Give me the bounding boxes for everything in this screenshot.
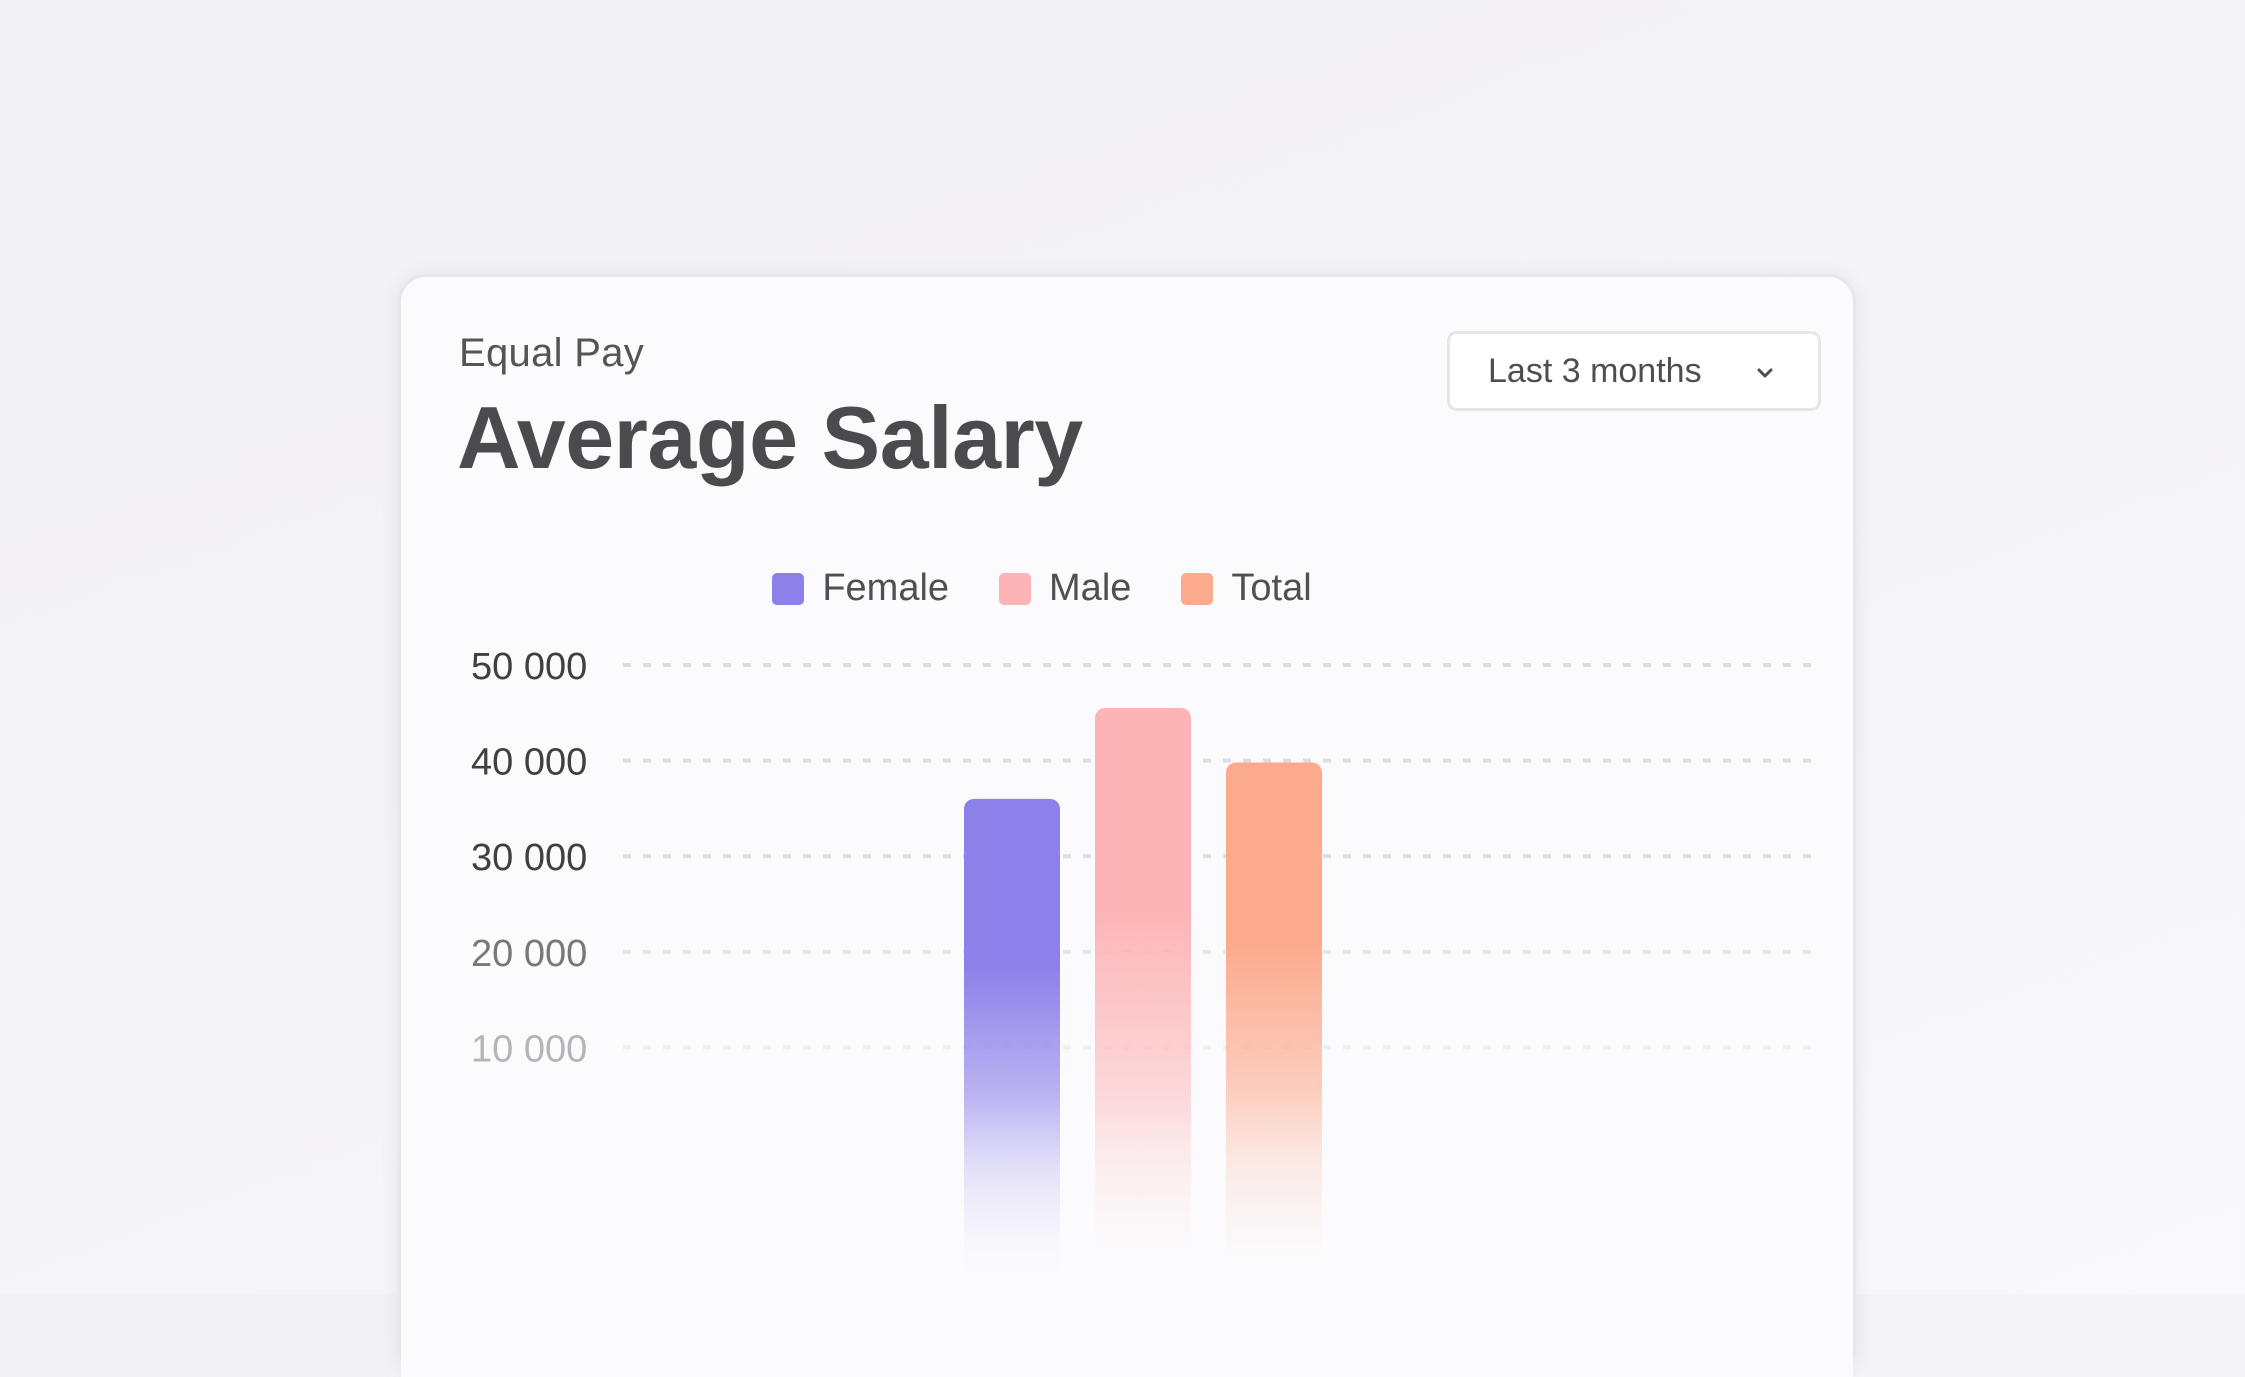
average-salary-card: Equal Pay Average Salary Last 3 months F…	[398, 274, 1856, 1377]
y-tick-label: 40 000	[471, 742, 587, 784]
legend-label-total: Total	[1231, 567, 1312, 609]
bar-male[interactable]	[1095, 708, 1191, 1277]
card-title: Average Salary	[457, 388, 1083, 487]
legend-swatch-female	[772, 572, 805, 605]
y-axis-ticks: 50 000 40 000 30 000 20 000 10 000	[471, 646, 587, 1070]
y-tick-label: 10 000	[471, 1028, 587, 1070]
bar-female[interactable]	[964, 798, 1060, 1277]
chart-bars	[964, 708, 1322, 1277]
chevron-down-icon	[1757, 368, 1773, 378]
legend-label-female: Female	[822, 567, 950, 609]
y-tick-label: 20 000	[471, 933, 587, 975]
legend-item-female[interactable]: Female	[772, 567, 949, 610]
y-tick-label: 30 000	[471, 837, 587, 879]
legend-label-male: Male	[1049, 567, 1132, 609]
legend-swatch-male	[999, 572, 1032, 605]
card-eyebrow: Equal Pay	[459, 331, 645, 375]
legend-swatch-total	[1181, 572, 1214, 605]
chart-legend: Female Male Total	[401, 567, 1853, 610]
legend-item-male[interactable]: Male	[999, 567, 1131, 610]
salary-bar-chart: 50 000 40 000 30 000 20 000 10 000	[471, 646, 1821, 1277]
bar-total[interactable]	[1226, 762, 1322, 1277]
period-select[interactable]: Last 3 months	[1447, 331, 1821, 411]
period-select-value: Last 3 months	[1488, 351, 1702, 390]
y-tick-label: 50 000	[471, 646, 587, 688]
legend-item-total[interactable]: Total	[1181, 567, 1312, 610]
chart-gridlines	[623, 663, 1821, 1050]
